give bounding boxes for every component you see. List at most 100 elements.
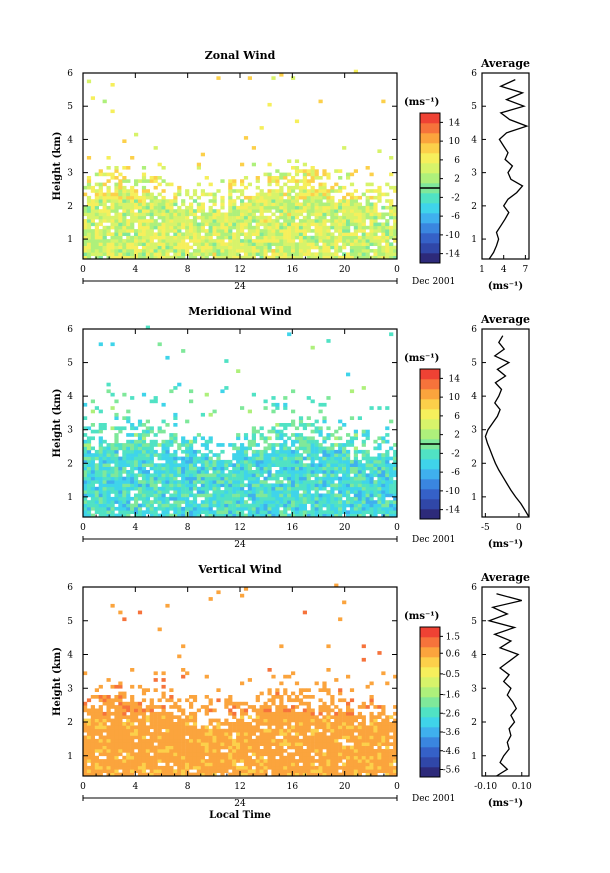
heatmap-cell [94, 232, 99, 236]
heatmap-cell [141, 179, 147, 183]
heatmap-cell [330, 456, 335, 461]
heatmap-cell [373, 446, 378, 451]
heatmap-cell [185, 745, 190, 750]
heatmap-cell [130, 749, 135, 753]
heatmap-cell [94, 255, 99, 260]
heatmap-cell [294, 229, 300, 233]
heatmap-cell [310, 245, 315, 250]
heatmap-cell [145, 456, 150, 461]
heatmap-cell [228, 205, 233, 210]
heatmap-cell [212, 510, 217, 514]
heatmap-cell [86, 725, 92, 730]
heatmap-cell [342, 506, 347, 511]
heatmap-cell [181, 762, 186, 767]
heatmap-cell [122, 728, 127, 733]
heatmap-cell [314, 718, 319, 723]
heatmap-cell [251, 215, 256, 220]
heatmap-cell [243, 459, 249, 464]
heatmap-cell [236, 459, 241, 464]
heatmap-cell [240, 711, 245, 716]
heatmap-cell [373, 486, 378, 491]
heatmap-cell [306, 416, 311, 420]
heatmap-cell [314, 500, 319, 504]
heatmap-cell [141, 772, 147, 777]
heatmap-cell [236, 470, 241, 474]
heatmap-cell [200, 470, 205, 474]
heatmap-cell [373, 249, 378, 253]
profile-y-tick-label: 5 [471, 359, 477, 369]
heatmap-cell [283, 172, 288, 177]
heatmap-cell [381, 225, 386, 230]
heatmap-cell [361, 429, 366, 434]
heatmap-cell [251, 490, 256, 494]
heatmap-cell [165, 480, 170, 484]
colorbar-swatch [420, 379, 440, 390]
heatmap-cell [251, 749, 256, 753]
heatmap-cell [200, 235, 205, 240]
heatmap-cell [86, 439, 92, 444]
heatmap-cell [216, 500, 221, 504]
heatmap-cell [161, 419, 166, 424]
heatmap-cell [322, 235, 327, 240]
heatmap-cell [279, 429, 284, 434]
heatmap-cell [216, 742, 221, 746]
heatmap-cell [279, 239, 284, 243]
heatmap-cell [302, 449, 307, 454]
heatmap-cell [369, 476, 374, 481]
heatmap-cell [357, 490, 362, 494]
heatmap-cell [161, 189, 166, 193]
heatmap-cell [326, 446, 331, 451]
heatmap-cell [255, 711, 260, 716]
heatmap-cell [243, 749, 249, 753]
heatmap-cell [330, 490, 335, 494]
heatmap-cell [240, 490, 245, 494]
heatmap-cell [90, 745, 95, 750]
heatmap-cell [346, 513, 351, 518]
heatmap-cell [169, 182, 174, 187]
heatmap-cell [330, 483, 335, 488]
heatmap-cell [118, 711, 123, 716]
heatmap-cell [302, 725, 307, 730]
heatmap-cell [224, 229, 229, 233]
heatmap-cell [275, 433, 280, 437]
heatmap-cell [259, 480, 264, 484]
heatmap-cell [98, 255, 103, 260]
heatmap-cell [106, 453, 111, 457]
heatmap-cell [279, 229, 284, 233]
heatmap-cell [122, 617, 127, 622]
heatmap-cell [141, 725, 147, 730]
heatmap-cell [243, 500, 249, 504]
heatmap-cell [353, 429, 358, 434]
heatmap-cell [86, 510, 92, 514]
heatmap-cell [228, 735, 233, 740]
heatmap-cell [271, 493, 276, 498]
heatmap-cell [334, 473, 339, 478]
heatmap-cell [185, 232, 190, 236]
heatmap-cell [291, 439, 296, 444]
heatmap-cell [271, 179, 276, 183]
colorbar-swatch [420, 123, 440, 134]
heatmap-cell [259, 235, 264, 240]
heatmap-cell [338, 446, 343, 451]
heatmap-cell [224, 473, 229, 478]
heatmap-cell [346, 239, 351, 243]
heatmap-cell [192, 718, 198, 723]
heatmap-cell [275, 429, 280, 434]
heatmap-cell [200, 412, 205, 417]
heatmap-cell [192, 698, 198, 703]
heatmap-cell [306, 476, 311, 481]
heatmap-cell [86, 466, 92, 471]
heatmap-cell [141, 255, 147, 260]
heatmap-cell [165, 235, 170, 240]
heatmap-cell [189, 510, 194, 514]
heatmap-cell [173, 745, 178, 750]
heatmap-cell [291, 459, 296, 464]
heatmap-cell [83, 212, 88, 217]
heatmap-cell [287, 762, 292, 767]
heatmap-cell [153, 245, 158, 250]
heatmap-cell [216, 229, 221, 233]
heatmap-cell [318, 429, 323, 434]
heatmap-cell [169, 222, 174, 227]
heatmap-cell [86, 252, 92, 256]
heatmap-cell [377, 456, 382, 461]
